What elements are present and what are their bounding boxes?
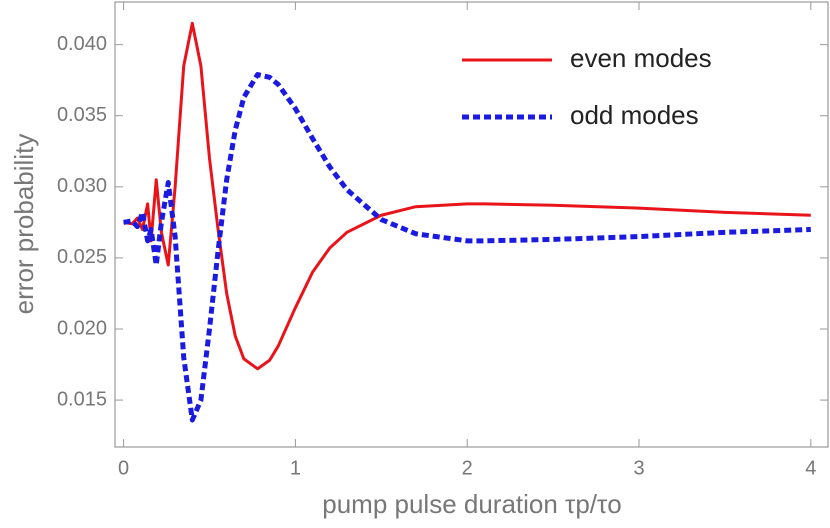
y-tick-label: 0.025 — [57, 246, 107, 268]
x-axis-title: pump pulse duration τp/τo — [322, 489, 622, 519]
series-line — [123, 72, 811, 423]
legend-label: even modes — [570, 43, 712, 73]
y-tick-label: 0.015 — [57, 388, 107, 410]
x-tick-label: 3 — [633, 457, 644, 479]
legend-label: odd modes — [570, 100, 699, 130]
y-tick-label: 0.035 — [57, 104, 107, 126]
y-tick-label: 0.040 — [57, 33, 107, 55]
x-tick-label: 0 — [118, 457, 129, 479]
plot-frame — [114, 1, 829, 448]
series-line — [123, 21, 811, 371]
x-tick-label: 1 — [290, 457, 301, 479]
y-tick-label: 0.020 — [57, 317, 107, 339]
x-tick-label: 2 — [462, 457, 473, 479]
y-tick-label: 0.030 — [57, 175, 107, 197]
x-tick-label: 4 — [805, 457, 816, 479]
y-axis-title: error probability — [9, 134, 39, 315]
